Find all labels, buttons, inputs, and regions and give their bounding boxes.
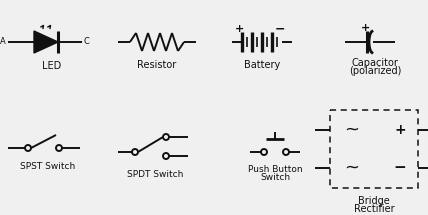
Text: Resistor: Resistor bbox=[137, 60, 177, 70]
Text: +: + bbox=[361, 23, 371, 33]
Text: Battery: Battery bbox=[244, 60, 280, 70]
Text: ~: ~ bbox=[345, 159, 360, 177]
Text: Capacitor: Capacitor bbox=[351, 58, 398, 68]
Polygon shape bbox=[34, 31, 58, 53]
Text: A: A bbox=[0, 37, 6, 46]
Text: −: − bbox=[394, 161, 406, 175]
Text: LED: LED bbox=[42, 61, 62, 71]
Text: +: + bbox=[394, 123, 406, 137]
Text: Rectifier: Rectifier bbox=[354, 204, 394, 214]
Text: SPST Switch: SPST Switch bbox=[21, 162, 76, 171]
Text: Push Button: Push Button bbox=[248, 165, 302, 174]
Bar bbox=[330, 110, 418, 188]
Text: SPDT Switch: SPDT Switch bbox=[127, 170, 183, 179]
Text: C: C bbox=[84, 37, 90, 46]
Text: ~: ~ bbox=[345, 121, 360, 139]
Text: (polarized): (polarized) bbox=[349, 66, 401, 76]
Text: Bridge: Bridge bbox=[358, 196, 390, 206]
Text: Switch: Switch bbox=[260, 173, 290, 182]
Text: −: − bbox=[275, 23, 285, 35]
Text: +: + bbox=[235, 24, 245, 34]
